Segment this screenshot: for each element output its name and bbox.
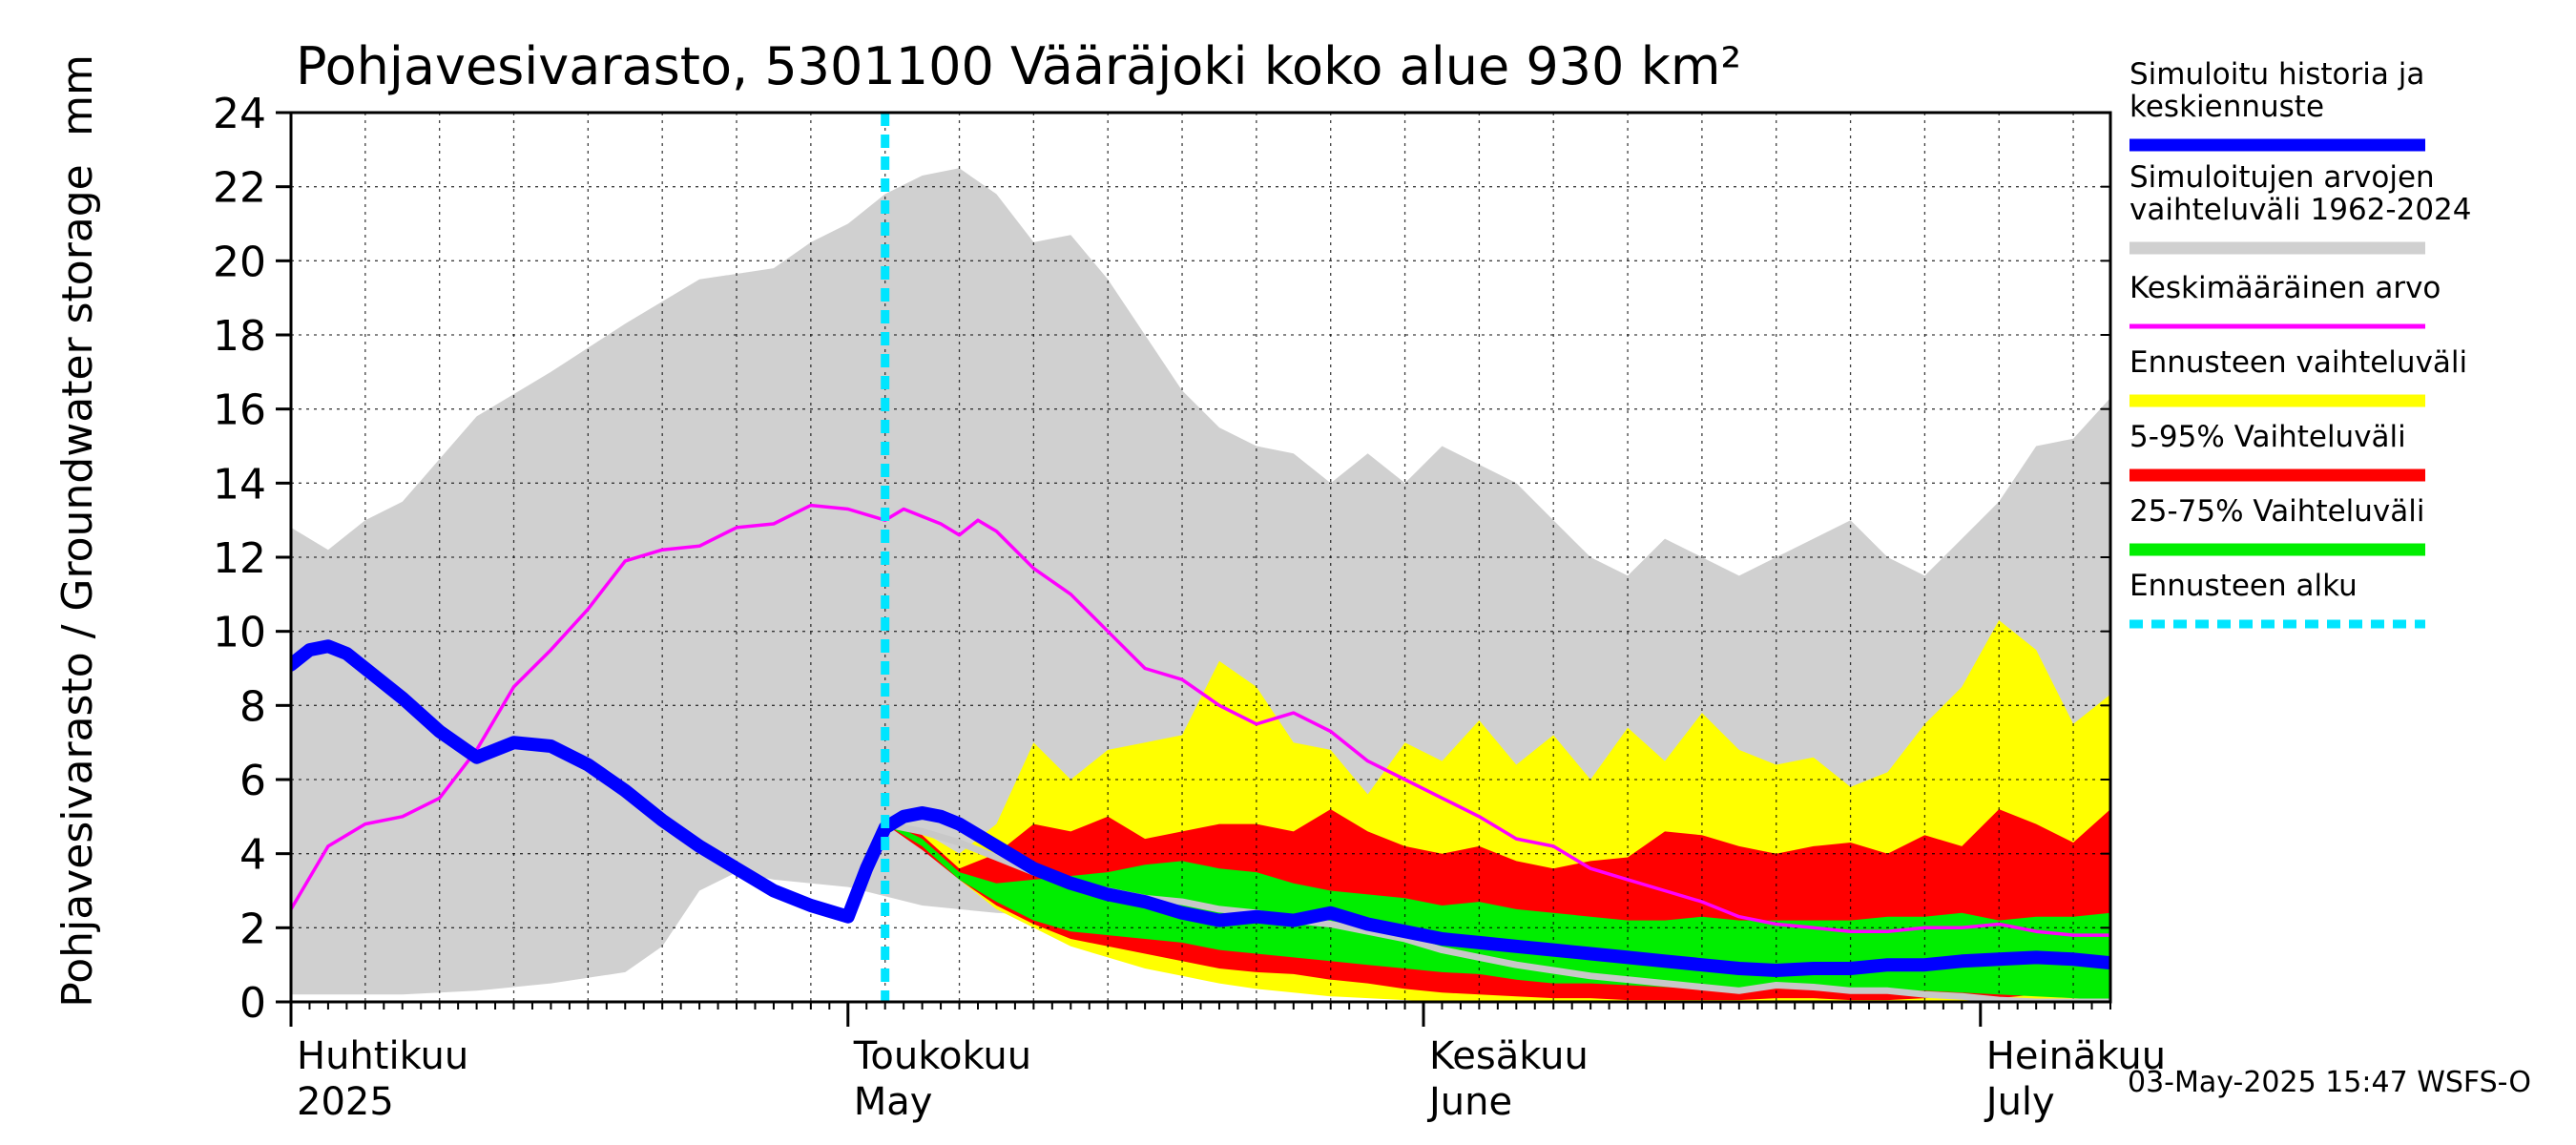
y-tick-label: 22 (213, 164, 266, 213)
y-axis-unit: mm (53, 54, 102, 136)
legend-item-3: Ennusteen vaihteluväli (2129, 345, 2467, 407)
y-tick-label: 12 (213, 534, 266, 583)
lines-layer (291, 113, 2110, 1002)
y-tick-label: 0 (239, 979, 266, 1028)
chart-title: Pohjavesivarasto, 5301100 Vääräjoki koko… (296, 36, 1741, 96)
legend-label-3-0: Ennusteen vaihteluväli (2129, 345, 2467, 380)
month-label-en-3: July (1984, 1080, 2055, 1124)
timestamp-label: 03-May-2025 15:47 WSFS-O (2128, 1066, 2531, 1099)
bands-layer (291, 168, 2110, 1002)
history-forecast-line (291, 639, 2110, 977)
y-tick-label: 6 (239, 757, 266, 805)
forecast-25-75-band (884, 820, 2110, 1001)
y-tick-label: 4 (239, 831, 266, 880)
y-tick-label: 2 (239, 905, 266, 953)
legend-label-4-0: 5-95% Vaihteluväli (2129, 420, 2406, 454)
y-tick-label: 10 (213, 609, 266, 657)
legend-item-2: Keskimääräinen arvo (2129, 271, 2441, 329)
legend-label-1-0: Simuloitujen arvojen (2129, 160, 2435, 195)
y-tick-label: 18 (213, 312, 266, 361)
month-label-en-0: 2025 (297, 1080, 394, 1124)
legend-label-5-0: 25-75% Vaihteluväli (2129, 494, 2425, 529)
month-label-fi-0: Huhtikuu (297, 1034, 468, 1078)
month-label-fi-1: Toukokuu (853, 1034, 1031, 1078)
frame-layer (276, 111, 2112, 1027)
legend: Simuloitu historia jakeskiennusteSimuloi… (2129, 57, 2471, 629)
y-tick-label: 24 (213, 90, 266, 138)
legend-label-1-1: vaihteluväli 1962-2024 (2129, 193, 2471, 227)
legend-item-4: 5-95% Vaihteluväli (2129, 420, 2425, 482)
legend-item-5: 25-75% Vaihteluväli (2129, 494, 2425, 556)
mean-value-line (291, 503, 2110, 937)
legend-item-6: Ennusteen alku (2129, 569, 2425, 629)
legend-label-0-0: Simuloitu historia ja (2129, 57, 2424, 92)
y-tick-label: 8 (239, 682, 266, 731)
month-label-en-2: June (1426, 1080, 1512, 1124)
y-axis-label: Pohjavesivarasto / Groundwater storage (53, 164, 102, 1008)
text-layer: Pohjavesivarasto, 5301100 Vääräjoki koko… (53, 36, 2531, 1124)
month-label-fi-3: Heinäkuu (1986, 1034, 2166, 1078)
legend-label-0-1: keskiennuste (2129, 90, 2324, 124)
month-label-fi-2: Kesäkuu (1429, 1034, 1589, 1078)
y-tick-label: 14 (213, 460, 266, 509)
legend-label-6-0: Ennusteen alku (2129, 569, 2358, 603)
y-tick-label: 20 (213, 238, 266, 286)
month-label-en-1: May (854, 1080, 933, 1124)
y-tick-label: 16 (213, 386, 266, 435)
legend-label-2-0: Keskimääräinen arvo (2129, 271, 2441, 305)
